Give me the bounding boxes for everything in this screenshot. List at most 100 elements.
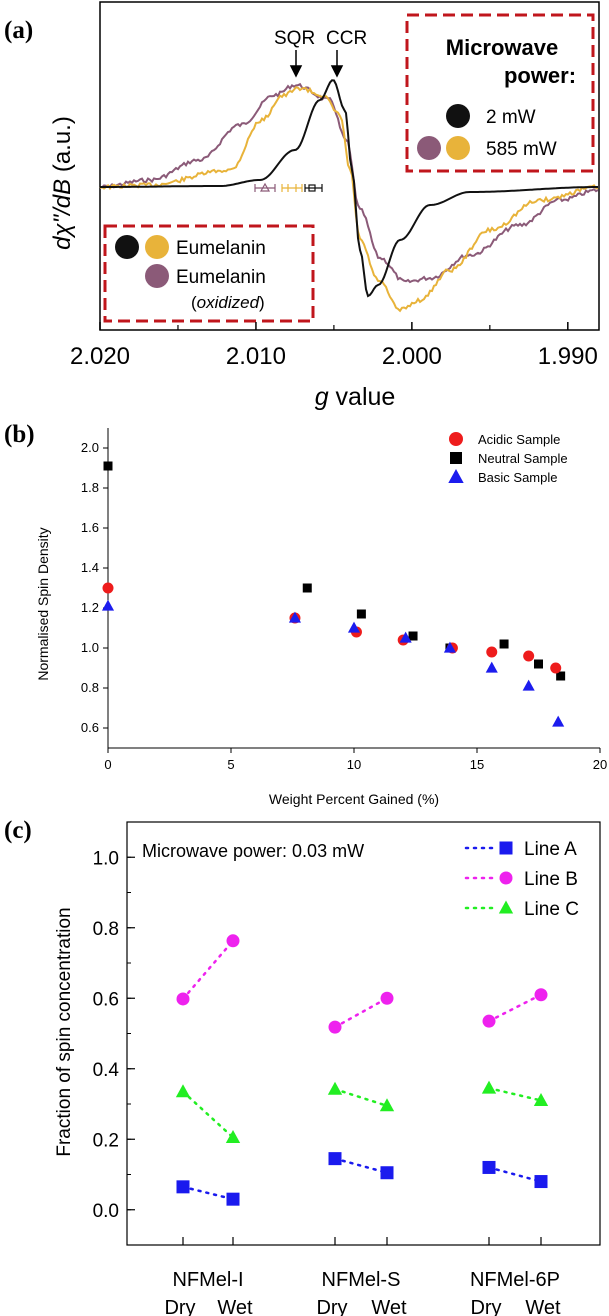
data-point-b <box>522 679 535 691</box>
legend-dot-black-2 <box>115 235 139 259</box>
data-point-c <box>327 1081 343 1095</box>
series-connector-c <box>181 1090 235 1139</box>
y-tick-label-c: 0.0 <box>93 1201 119 1222</box>
series-connector-c <box>487 993 543 1023</box>
data-point-c <box>380 1166 394 1180</box>
x-axis-label-a: g value <box>315 383 396 411</box>
error-marker-black <box>304 184 323 192</box>
data-point-c <box>175 1084 191 1098</box>
data-point-c <box>225 1130 241 1144</box>
data-point-b <box>302 583 312 593</box>
series-line-black <box>100 79 598 298</box>
y-axis-label-a: dχ"/dB (a.u.) <box>49 116 76 250</box>
panel-label-a: (a) <box>4 17 33 44</box>
error-marker-purple <box>254 182 276 192</box>
y-tick-label-c: 0.2 <box>93 1130 119 1151</box>
error-marker-orange <box>281 184 303 192</box>
data-point-b <box>102 582 114 594</box>
y-tick-label-c: 0.6 <box>93 989 119 1010</box>
data-point-b <box>103 461 113 471</box>
data-point-b <box>523 650 535 662</box>
y-tick-label-b: 0.8 <box>81 680 99 695</box>
data-point-b <box>101 599 115 611</box>
x-tick-label-b: 15 <box>470 757 484 772</box>
category-label-c: NFMel-I <box>172 1269 243 1291</box>
legend-sample-label-1: Eumelanin <box>176 238 266 259</box>
chart-b: (b) 0 5 10 15 20 0.6 0.8 1.0 1.2 1.4 1.6 1.8 2.0 Aci… <box>4 421 607 807</box>
subcategory-label-c: Wet <box>217 1297 253 1316</box>
points-b <box>101 461 566 727</box>
axes-c: 0.0 0.2 0.4 0.6 0.8 1.0 <box>93 848 135 1246</box>
legend-label-b: Acidic Sample <box>478 432 560 447</box>
subcategory-label-c: Wet <box>371 1297 407 1316</box>
legend-label-b: Neutral Sample <box>478 451 568 466</box>
data-point-b <box>550 662 562 674</box>
legend-label-b: Basic Sample <box>478 470 557 485</box>
y-tick-label-b: 1.2 <box>81 600 99 615</box>
data-point-b <box>443 641 456 653</box>
x-axis-a: 2.020 2.010 2.000 1.990 <box>70 322 598 370</box>
series-connector-c <box>333 997 389 1029</box>
category-label-c: NFMel-6P <box>470 1269 560 1291</box>
legend-power-title-1: Microwave <box>446 35 559 60</box>
panel-label-c: (c) <box>4 817 32 844</box>
y-tick-label-b: 0.6 <box>81 720 99 735</box>
data-point-b <box>486 646 498 658</box>
x-tick-label-a: 2.000 <box>382 343 442 370</box>
x-tick-label-a: 2.010 <box>226 343 286 370</box>
legend-power-title-2: power: <box>504 63 576 88</box>
legend-marker-b <box>449 432 463 446</box>
data-point-c <box>534 1175 548 1189</box>
legend-power-label-2mw: 2 mW <box>486 107 536 128</box>
series-connector-c <box>333 1157 389 1174</box>
y-tick-label-b: 1.6 <box>81 520 99 535</box>
data-point-c <box>380 991 394 1005</box>
data-point-b <box>347 621 361 633</box>
data-point-c <box>379 1098 395 1112</box>
x-tick-label-b: 20 <box>593 757 607 772</box>
legend-sample: Eumelanin Eumelanin (oxidized) <box>103 224 315 323</box>
legend-dot-orange-2 <box>145 235 169 259</box>
data-point-b <box>552 715 565 727</box>
data-point-c <box>328 1152 342 1166</box>
annotation-arrows <box>289 50 344 78</box>
x-axis-label-b: Weight Percent Gained (%) <box>269 791 439 807</box>
legend-power-label-585mw: 585 mW <box>486 139 557 160</box>
data-point-c <box>482 1160 496 1174</box>
x-tick-label-b: 10 <box>347 757 361 772</box>
data-point-b <box>534 659 543 669</box>
series-c <box>175 934 549 1206</box>
data-point-c <box>176 1180 190 1194</box>
legend-label-c: Line A <box>524 839 577 860</box>
annotation-ccr: CCR <box>326 28 367 49</box>
data-point-c <box>226 934 240 948</box>
legend-dot-purple-2 <box>145 264 169 288</box>
x-tick-label-b: 5 <box>227 757 234 772</box>
data-point-b <box>556 671 566 681</box>
legend-marker-b <box>450 452 462 464</box>
data-point-b <box>485 661 498 673</box>
x-tick-label-a: 2.020 <box>70 343 130 370</box>
x-tick-label-b: 0 <box>104 757 111 772</box>
subcategory-label-c: Dry <box>316 1297 347 1316</box>
y-axis-label-b: Normalised Spin Density <box>35 527 51 680</box>
legend-label-c: Line B <box>524 869 578 890</box>
legend-dot-orange <box>446 136 470 160</box>
legend-dot-purple <box>417 136 441 160</box>
legend-marker-c <box>498 900 514 914</box>
data-point-c <box>481 1080 497 1094</box>
subcategory-label-c: Wet <box>525 1297 561 1316</box>
legend-label-c: Line C <box>524 899 579 920</box>
chart-a: (a) SQR CCR Microwave power: 2 mW <box>4 1 600 411</box>
x-tick-label-a: 1.990 <box>538 343 598 370</box>
series-line-orange <box>99 86 599 313</box>
data-point-b <box>288 611 302 623</box>
plot-frame-a <box>99 1 600 331</box>
series-connector-c <box>487 1166 543 1183</box>
legend-power: Microwave power: 2 mW 585 mW <box>405 13 595 173</box>
annotation-sqr: SQR <box>274 28 315 49</box>
data-point-b <box>399 631 412 643</box>
data-point-c <box>226 1192 240 1206</box>
legend-b: Acidic Sample Neutral Sample Basic Sample <box>448 432 568 485</box>
